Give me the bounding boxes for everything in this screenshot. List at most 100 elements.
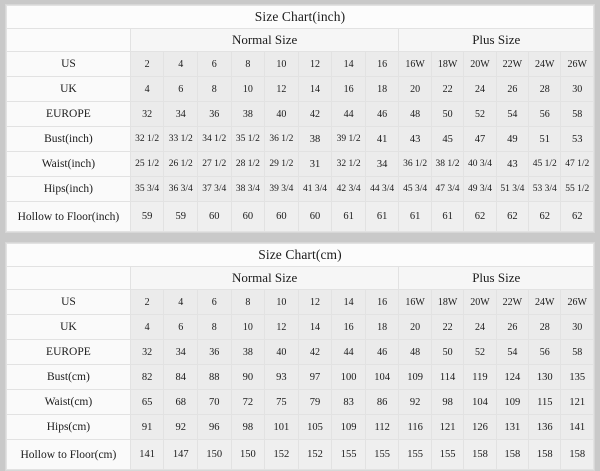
cell: 6 (163, 314, 198, 340)
cell: 4 (163, 289, 198, 315)
cell: 18W (430, 51, 465, 77)
cell: 10 (230, 314, 266, 340)
table-row: US 2 4 6 8 10 12 14 16 16W 18W 20W 22W 24W 26W (6, 289, 594, 315)
cell: 30 (560, 314, 594, 340)
cell: 155 (331, 439, 366, 470)
cell: 101 (264, 414, 299, 440)
cell: 48 (398, 101, 432, 127)
cell: 84 (163, 364, 198, 390)
cell: 24W (528, 289, 562, 315)
cell: 36 (196, 101, 232, 127)
cell: 40 3/4 (463, 151, 497, 177)
cell: 20W (463, 51, 497, 77)
cell: 39 1/2 (331, 126, 366, 152)
cell: 34 (364, 151, 400, 177)
cell: 43 (398, 126, 432, 152)
cell: 16W (398, 51, 432, 77)
cell: 61 (430, 201, 465, 232)
cell: 38 3/4 (230, 176, 266, 202)
row-label-europe: EUROPE (6, 101, 131, 127)
table-row: Hips(inch) 35 3/4 36 3/4 37 3/4 38 3/4 39 3/4… (6, 176, 594, 202)
cell: 34 (163, 101, 198, 127)
row-label-uk: UK (6, 314, 131, 340)
cell: 26W (560, 289, 594, 315)
table-row: Hollow to Floor(inch) 59 59 60 60 60 60 61 61 61 6… (6, 201, 594, 232)
size-table-cm: Size Chart(cm) Normal Size Plus Size US 2 4 6 8… (6, 243, 594, 470)
cell: 22 (430, 76, 465, 102)
cell: 91 (129, 414, 165, 440)
cell: 28 (528, 76, 562, 102)
cell: 124 (495, 364, 530, 390)
cell: 47 (463, 126, 497, 152)
cell: 14 (331, 51, 366, 77)
cell: 59 (129, 201, 165, 232)
cell: 72 (230, 389, 266, 415)
cell: 60 (264, 201, 299, 232)
cell: 53 (560, 126, 594, 152)
cell: 75 (264, 389, 299, 415)
cell: 48 (398, 339, 432, 365)
cell: 8 (196, 76, 232, 102)
cell: 121 (430, 414, 465, 440)
cell: 25 1/2 (129, 151, 165, 177)
cell: 16 (331, 314, 366, 340)
cell: 12 (297, 289, 333, 315)
cell: 4 (129, 314, 165, 340)
cell: 38 (230, 339, 266, 365)
cell: 20W (463, 289, 497, 315)
cell: 58 (560, 101, 594, 127)
row-label-europe: EUROPE (6, 339, 131, 365)
cell: 18 (364, 314, 400, 340)
cell: 14 (297, 76, 333, 102)
cell: 42 3/4 (331, 176, 366, 202)
cell: 152 (297, 439, 333, 470)
cell: 141 (560, 414, 594, 440)
cell: 24 (463, 76, 497, 102)
cell: 40 (264, 339, 299, 365)
cell: 16 (364, 51, 400, 77)
cell: 114 (430, 364, 465, 390)
cell: 92 (398, 389, 432, 415)
cell: 60 (196, 201, 232, 232)
cell: 61 (398, 201, 432, 232)
cell: 41 3/4 (297, 176, 333, 202)
cell: 98 (430, 389, 465, 415)
table-row: Waist(inch) 25 1/2 26 1/2 27 1/2 28 1/2 29 1/… (6, 151, 594, 177)
cell: 33 1/2 (163, 126, 198, 152)
cell: 38 1/2 (430, 151, 465, 177)
cell: 60 (297, 201, 333, 232)
cell: 2 (129, 51, 165, 77)
cell: 93 (264, 364, 299, 390)
cell: 34 (163, 339, 198, 365)
chart-title-row: Size Chart(cm) (6, 243, 594, 267)
cell: 14 (331, 289, 366, 315)
cell: 55 1/2 (560, 176, 594, 202)
cell: 61 (364, 201, 400, 232)
cell: 59 (163, 201, 198, 232)
row-label-us: US (6, 289, 131, 315)
cell: 49 3/4 (463, 176, 497, 202)
table-row: Hips(cm) 91 92 96 98 101 105 109 112 116 121 126 131… (6, 414, 594, 440)
cell: 96 (196, 414, 232, 440)
cell: 12 (297, 51, 333, 77)
cell: 83 (331, 389, 366, 415)
cell: 32 (129, 101, 165, 127)
cell: 54 (495, 339, 530, 365)
table-row: UK 4 6 8 10 12 14 16 18 20 22 24 26 28 30 (6, 76, 594, 102)
cell: 79 (297, 389, 333, 415)
chart-title-row: Size Chart(inch) (6, 5, 594, 29)
row-label-bust-inch: Bust(inch) (6, 126, 131, 152)
charts-root: Size Chart(inch) Normal Size Plus Size US 2 4… (5, 4, 595, 471)
cell: 27 1/2 (196, 151, 232, 177)
cell: 24 (463, 314, 497, 340)
cell: 10 (264, 289, 299, 315)
cell: 12 (264, 314, 299, 340)
cell: 8 (196, 314, 232, 340)
cell: 40 (264, 101, 299, 127)
cell: 126 (463, 414, 497, 440)
table-row: Bust(cm) 82 84 88 90 93 97 100 104 109 114 119 124 13… (6, 364, 594, 390)
cell: 112 (364, 414, 400, 440)
cell: 52 (463, 101, 497, 127)
cell: 121 (560, 389, 594, 415)
cell: 82 (129, 364, 165, 390)
